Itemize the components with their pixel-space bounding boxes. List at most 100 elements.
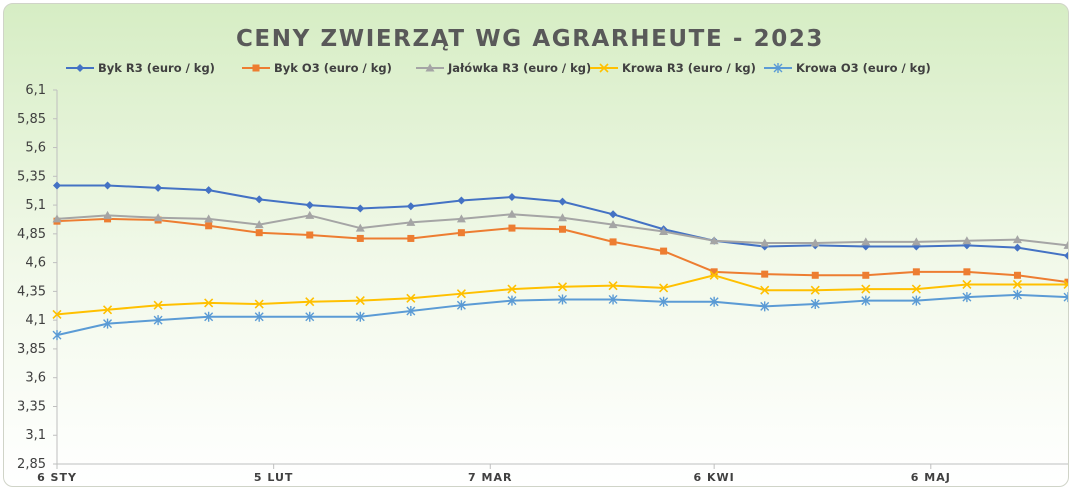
data-point (557, 282, 568, 292)
data-point (507, 193, 516, 202)
data-point (1012, 235, 1022, 244)
data-point (153, 315, 163, 326)
y-tick-label: 3,35 (17, 399, 46, 414)
series-4 (52, 270, 1068, 319)
data-point (355, 223, 365, 232)
chart-title: CENY ZWIERZĄT WG AGRARHEUTE - 2023 (236, 26, 824, 52)
data-point (507, 284, 517, 294)
data-point (710, 268, 718, 276)
y-tick-label: 3,1 (25, 428, 46, 443)
data-point (559, 225, 566, 233)
series-2 (53, 215, 1068, 286)
data-point (456, 300, 466, 311)
y-tick-label: 3,6 (25, 371, 46, 386)
data-point (255, 229, 263, 237)
data-point (609, 210, 618, 219)
data-point (103, 318, 113, 329)
legend-item: Jałówka R3 (euro / kg) (416, 61, 591, 75)
legend-marker (425, 63, 435, 72)
data-point (911, 295, 921, 306)
series-1 (53, 181, 1068, 260)
y-tick-label: 6,1 (25, 83, 46, 98)
legend-item: Byk O3 (euro / kg) (242, 61, 392, 75)
y-tick-label: 4,6 (25, 256, 46, 271)
data-point (608, 281, 618, 291)
data-point (1013, 243, 1022, 252)
data-point (709, 270, 719, 280)
series-3 (52, 209, 1068, 249)
chart-frame: CENY ZWIERZĄT WG AGRARHEUTE - 2023 Byk R… (3, 3, 1069, 487)
legend-marker (76, 64, 84, 72)
data-point (103, 210, 113, 219)
data-point (912, 268, 920, 276)
legend-item: Byk R3 (euro / kg) (66, 61, 215, 75)
data-point (963, 268, 971, 276)
data-point (659, 296, 669, 307)
data-point (205, 222, 213, 230)
data-point (810, 299, 820, 310)
legend-label: Krowa O3 (euro / kg) (796, 61, 931, 75)
data-point (911, 284, 921, 294)
data-point (204, 214, 214, 223)
series-5 (52, 289, 1068, 341)
data-point (811, 271, 819, 279)
data-point (861, 237, 871, 246)
legend-label: Byk O3 (euro / kg) (274, 61, 392, 75)
data-point (306, 231, 314, 239)
data-point (153, 300, 163, 310)
data-point (861, 284, 871, 294)
y-tick-label: 3,85 (17, 342, 46, 357)
data-point (558, 197, 567, 206)
data-point (558, 213, 567, 222)
data-point (254, 220, 264, 229)
data-point (356, 204, 365, 213)
data-point (861, 295, 871, 306)
data-point (608, 294, 618, 305)
y-tick-label: 5,1 (25, 198, 46, 213)
x-tick-label: 6 KWI (694, 471, 735, 484)
data-point (305, 210, 315, 219)
legend-marker (773, 63, 783, 73)
data-point (204, 311, 214, 322)
data-point (507, 209, 517, 218)
data-point (962, 292, 972, 303)
data-point (962, 279, 972, 290)
data-point (456, 289, 466, 299)
data-point (760, 301, 770, 312)
data-point (407, 234, 415, 242)
data-point (508, 224, 516, 232)
y-tick-label: 5,85 (17, 112, 46, 127)
x-tick-label: 7 MAR (468, 471, 512, 484)
legend-item: Krowa O3 (euro / kg) (764, 61, 931, 75)
legend-label: Byk R3 (euro / kg) (98, 61, 215, 75)
data-point (305, 297, 315, 307)
data-point (406, 293, 416, 303)
data-point (103, 181, 112, 190)
data-point (558, 294, 567, 305)
legend-marker (599, 63, 609, 73)
data-point (456, 214, 466, 223)
data-point (102, 305, 113, 315)
data-point (1063, 240, 1068, 249)
data-point (457, 229, 465, 237)
data-point (507, 295, 517, 306)
data-point (1063, 279, 1068, 290)
data-point (760, 238, 770, 247)
legend-item: Krowa R3 (euro / kg) (590, 61, 756, 75)
data-point (709, 296, 719, 307)
data-point (608, 220, 618, 229)
data-point (154, 183, 163, 192)
x-tick-label: 5 LUT (254, 471, 294, 484)
data-point (862, 271, 870, 279)
x-tick-label: 6 STY (37, 471, 77, 484)
data-point (406, 305, 416, 316)
data-point (52, 309, 62, 319)
data-point (305, 201, 314, 210)
y-tick-label: 4,85 (17, 227, 46, 242)
data-point (406, 217, 416, 226)
data-point (457, 196, 466, 205)
y-tick-label: 4,1 (25, 313, 46, 328)
data-point (1012, 279, 1023, 290)
data-point (355, 311, 365, 322)
x-tick-label: 6 MAJ (911, 471, 951, 484)
